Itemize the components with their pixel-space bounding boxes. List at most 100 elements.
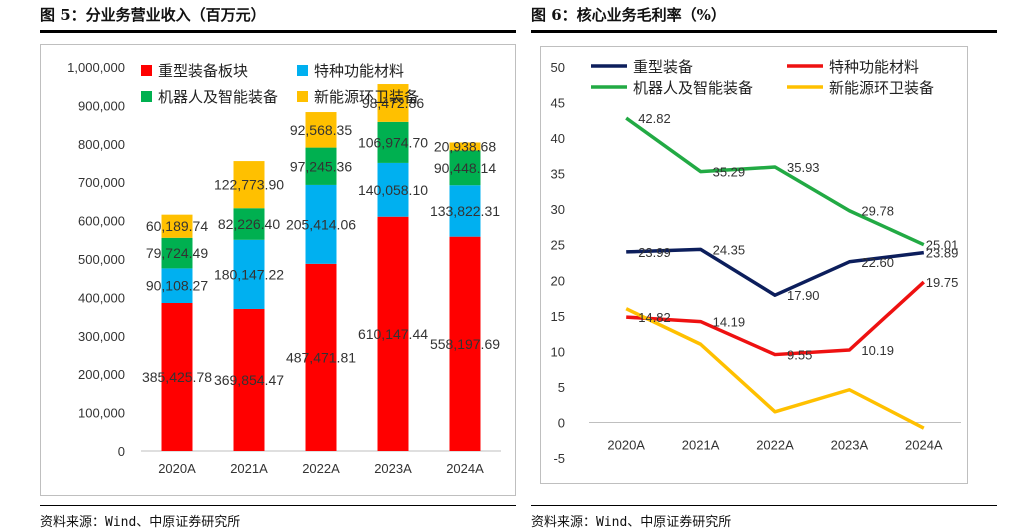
bar-data-label: 385,425.78 bbox=[142, 369, 212, 385]
line-data-label: 42.82 bbox=[638, 111, 671, 126]
y-tick-label: 300,000 bbox=[78, 329, 125, 344]
bar-segment bbox=[377, 216, 409, 451]
line-data-label: 17.90 bbox=[787, 288, 820, 303]
bar-data-label: 106,974.70 bbox=[358, 134, 428, 150]
line-data-label: 29.78 bbox=[861, 204, 894, 219]
bar-data-label: 180,147.22 bbox=[214, 266, 284, 282]
y-tick-label: 25 bbox=[551, 238, 565, 253]
right-source-note: 资料来源：Wind、中原证券研究所 bbox=[531, 515, 732, 530]
line-data-label: 9.55 bbox=[787, 348, 812, 363]
line-data-label: 23.89 bbox=[926, 246, 959, 261]
bar-segment bbox=[305, 263, 337, 451]
right-chart-panel: -5 0 5 10 15 20 25 30 35 40 45 50 2020A 2021A 2022A 202… bbox=[540, 46, 968, 484]
bar-segment bbox=[305, 147, 337, 185]
bar-data-label: 90,448.14 bbox=[434, 160, 496, 176]
line-data-label: 24.35 bbox=[713, 242, 746, 257]
legend-swatch bbox=[141, 91, 152, 102]
right-figure-title: 图 6：核心业务毛利率（%） bbox=[531, 6, 726, 24]
series-line bbox=[626, 247, 925, 297]
legend-label: 重型装备板块 bbox=[158, 62, 248, 80]
line-data-label: 19.75 bbox=[926, 275, 959, 290]
x-tick-label: 2021A bbox=[682, 437, 720, 452]
bar-segment bbox=[305, 112, 337, 148]
legend-label: 新能源环卫装备 bbox=[829, 80, 934, 97]
legend-label: 新能源环卫装备 bbox=[314, 89, 419, 106]
line-data-label: 14.82 bbox=[638, 310, 671, 325]
bar-segment bbox=[449, 185, 481, 237]
bar-data-label: 82,226.40 bbox=[218, 216, 280, 232]
left-source-rule bbox=[40, 505, 516, 506]
y-tick-label: -5 bbox=[553, 451, 565, 466]
y-tick-label: 15 bbox=[551, 309, 565, 324]
line-data-label: 35.29 bbox=[713, 165, 746, 180]
bar-segment bbox=[161, 268, 193, 303]
bar-segment bbox=[449, 236, 481, 451]
series-line bbox=[625, 307, 925, 430]
x-tick-label: 2020A bbox=[158, 461, 196, 476]
bar-data-label: 610,147.44 bbox=[358, 326, 428, 342]
gross-margin-line-chart: -5 0 5 10 15 20 25 30 35 40 45 50 2020A 2021A 2022A 202… bbox=[551, 59, 961, 466]
y-tick-label: 400,000 bbox=[78, 290, 125, 305]
bar-segment bbox=[233, 308, 265, 451]
line-data-label: 23.99 bbox=[638, 245, 671, 260]
legend-label: 机器人及智能装备 bbox=[633, 79, 753, 97]
y-tick-label: 0 bbox=[118, 444, 125, 459]
bar-data-label: 133,822.31 bbox=[430, 203, 500, 219]
legend-label: 特种功能材料 bbox=[314, 63, 404, 80]
bar-data-label: 369,854.47 bbox=[214, 372, 284, 388]
left-figure-title: 图 5：分业务营业收入（百万元） bbox=[40, 6, 266, 24]
x-tick-label: 2020A bbox=[607, 437, 645, 452]
bar-segment bbox=[449, 142, 481, 151]
y-tick-label: 20 bbox=[551, 273, 565, 288]
bar-segment bbox=[377, 162, 409, 217]
x-tick-label: 2022A bbox=[756, 437, 794, 452]
right-title-rule bbox=[531, 30, 997, 33]
y-tick-label: 100,000 bbox=[78, 406, 125, 421]
y-tick-label: 600,000 bbox=[78, 214, 125, 229]
bar-data-label: 92,568.35 bbox=[290, 122, 352, 138]
left-source-note: 资料来源：Wind、中原证券研究所 bbox=[40, 515, 241, 530]
bar-segment bbox=[377, 121, 409, 163]
y-tick-label: 1,000,000 bbox=[67, 60, 125, 75]
y-tick-label: 50 bbox=[551, 60, 565, 75]
x-tick-label: 2023A bbox=[374, 461, 412, 476]
line-data-label: 22.60 bbox=[861, 255, 894, 270]
y-tick-label: 700,000 bbox=[78, 175, 125, 190]
y-tick-label: 500,000 bbox=[78, 252, 125, 267]
bar-data-label: 122,773.90 bbox=[214, 177, 284, 193]
bar-data-label: 97,245.36 bbox=[290, 158, 352, 174]
legend-swatch bbox=[297, 91, 308, 102]
y-tick-label: 900,000 bbox=[78, 98, 125, 113]
bar-data-label: 140,058.10 bbox=[358, 182, 428, 198]
left-title-rule bbox=[40, 30, 516, 33]
bar-segment bbox=[233, 239, 265, 309]
x-tick-label: 2024A bbox=[446, 461, 484, 476]
right-source-rule bbox=[531, 505, 997, 506]
legend-label: 特种功能材料 bbox=[829, 59, 919, 76]
line-data-label: 25.01 bbox=[926, 238, 959, 253]
y-tick-label: 800,000 bbox=[78, 137, 125, 152]
legend-label: 机器人及智能装备 bbox=[158, 88, 278, 106]
series-line bbox=[626, 280, 925, 357]
x-tick-label: 2021A bbox=[230, 461, 268, 476]
x-tick-label: 2023A bbox=[831, 437, 869, 452]
y-tick-label: 0 bbox=[558, 415, 565, 430]
bar-segment bbox=[233, 208, 265, 240]
y-tick-label: 40 bbox=[551, 131, 565, 146]
revenue-bar-chart: 0 100,000 200,000 300,000 400,000 500,000 600,… bbox=[67, 60, 501, 476]
bar-segment bbox=[161, 237, 193, 269]
line-data-label: 14.19 bbox=[713, 315, 746, 330]
line-data-label: 35.93 bbox=[787, 160, 820, 175]
bar-segment bbox=[449, 150, 481, 186]
legend-swatch bbox=[141, 65, 152, 76]
bar-data-label: 60,189.74 bbox=[146, 218, 208, 234]
y-tick-label: 35 bbox=[551, 167, 565, 182]
bar-data-label: 558,197.69 bbox=[430, 336, 500, 352]
bar-segment bbox=[305, 184, 337, 264]
legend-label: 重型装备 bbox=[633, 59, 693, 76]
y-tick-label: 30 bbox=[551, 202, 565, 217]
x-tick-label: 2022A bbox=[302, 461, 340, 476]
left-chart-panel: 0 100,000 200,000 300,000 400,000 500,000 600,… bbox=[40, 44, 516, 496]
bar-segment bbox=[233, 161, 265, 209]
bar-data-label: 90,108.27 bbox=[146, 278, 208, 294]
